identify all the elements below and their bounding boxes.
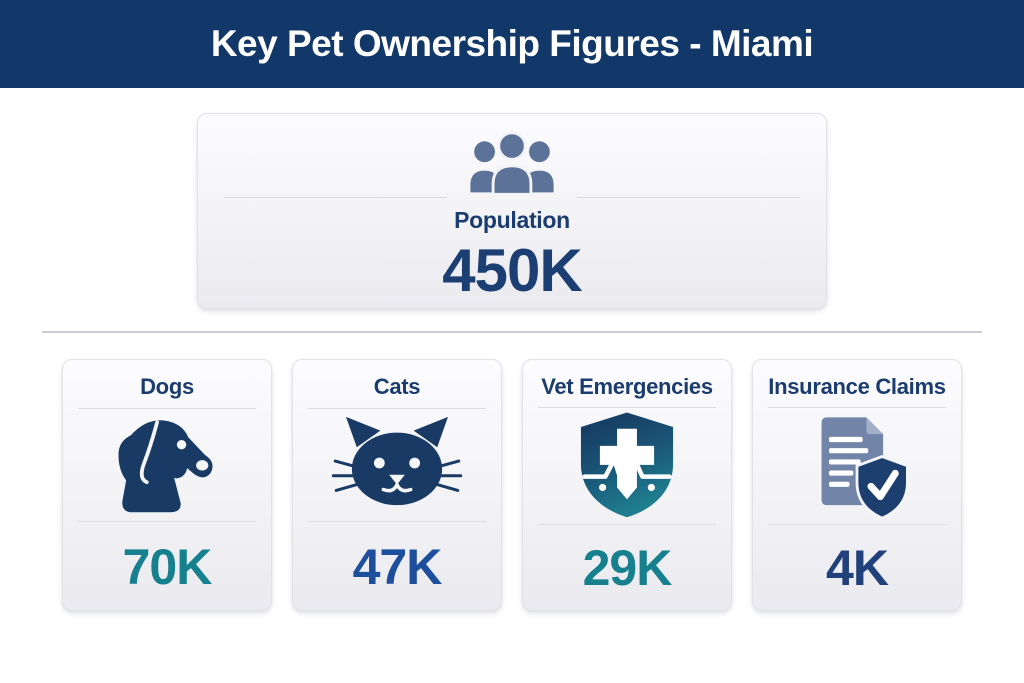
card-divider	[78, 408, 256, 409]
cat-icon	[293, 409, 501, 517]
header-bar: Key Pet Ownership Figures - Miami	[0, 0, 1024, 88]
card-divider	[538, 523, 716, 525]
stat-card-title: Dogs	[140, 374, 194, 399]
stat-card-value: 47K	[352, 539, 443, 595]
card-divider	[538, 406, 716, 408]
dog-icon	[63, 409, 271, 517]
stat-card-vet-emergencies: Vet Emergencies	[522, 359, 732, 611]
card-divider	[78, 521, 256, 522]
stat-card-title: Cats	[373, 374, 421, 399]
stat-card-cats: Cats	[292, 359, 502, 611]
page-title: Key Pet Ownership Figures - Miami	[210, 23, 814, 64]
insurance-claims-icon	[753, 408, 961, 520]
stat-card-insurance-claims: Insurance Claims	[752, 359, 962, 611]
section-divider	[42, 331, 982, 333]
stat-cards-row: Dogs 70K Cats	[0, 359, 1024, 611]
card-divider	[768, 523, 946, 525]
population-value: 450K	[442, 237, 582, 304]
population-label: Population	[454, 207, 570, 233]
stat-card-title: Insurance Claims	[768, 374, 946, 399]
people-group-icon	[460, 129, 564, 199]
stat-card-value: 70K	[122, 539, 213, 595]
card-divider	[308, 408, 486, 409]
stat-card-value: 4K	[826, 540, 889, 597]
card-divider	[768, 406, 946, 408]
population-card: Population 450K	[197, 113, 827, 309]
stat-card-dogs: Dogs 70K	[62, 359, 272, 611]
card-divider	[308, 521, 486, 522]
stat-card-title: Vet Emergencies	[541, 374, 713, 399]
population-card-divider	[198, 197, 826, 198]
vet-shield-icon	[523, 408, 731, 520]
stat-card-value: 29K	[582, 540, 673, 597]
